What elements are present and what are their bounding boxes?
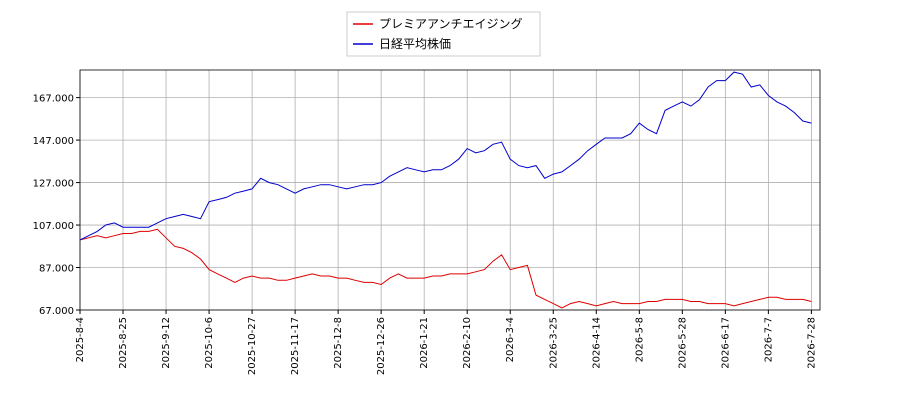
x-tick-label: 2025-11-17	[290, 317, 301, 375]
legend-box	[346, 11, 541, 57]
x-tick-label: 2026-3-25	[548, 317, 559, 369]
y-tick-label: 67.000	[39, 306, 74, 317]
x-tick-label: 2026-7-7	[763, 317, 774, 362]
legend-label: 日経平均株価	[379, 36, 451, 51]
x-tick-label: 2025-8-4	[75, 317, 86, 362]
x-tick-label: 2026-7-28	[806, 317, 817, 369]
x-tick-label: 2026-6-17	[720, 317, 731, 369]
plot-frame	[79, 69, 821, 311]
x-tick-label: 2026-1-21	[419, 317, 430, 369]
y-tick-label: 167.000	[33, 94, 74, 105]
legend-label: プレミアアンチエイジング	[379, 17, 523, 31]
y-tick-label: 107.000	[33, 221, 74, 232]
x-tick-label: 2026-3-4	[505, 317, 516, 362]
x-tick-label: 2026-2-10	[462, 317, 473, 369]
y-tick-label: 87.000	[39, 264, 74, 275]
x-tick-label: 2025-9-12	[161, 317, 172, 369]
x-tick-label: 2025-10-27	[247, 317, 258, 375]
x-tick-label: 2025-10-6	[204, 317, 215, 369]
y-tick-label: 147.000	[33, 136, 74, 147]
x-tick-label: 2026-5-28	[677, 317, 688, 369]
x-tick-label: 2026-5-8	[634, 317, 645, 362]
series-line	[79, 71, 812, 241]
x-tick-label: 2025-12-8	[333, 317, 344, 369]
x-tick-label: 2026-4-14	[591, 317, 602, 369]
series-line	[79, 228, 812, 309]
x-tick-label: 2025-8-25	[118, 317, 129, 369]
y-tick-label: 127.000	[33, 179, 74, 190]
x-tick-label: 2025-12-26	[376, 317, 387, 375]
